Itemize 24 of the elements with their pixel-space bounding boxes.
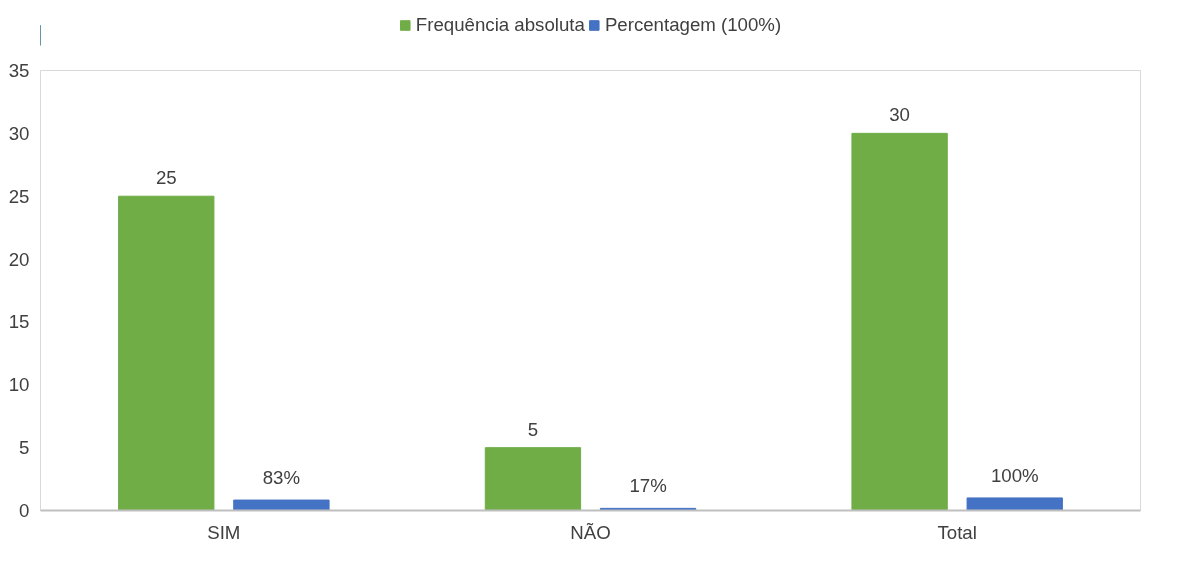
bar bbox=[851, 132, 948, 511]
y-tick-label: 10 bbox=[8, 374, 30, 396]
data-label: 30 bbox=[889, 104, 910, 126]
bar bbox=[233, 499, 330, 511]
legend-label: Percentagem (100%) bbox=[604, 14, 782, 36]
bar bbox=[118, 195, 215, 511]
data-label: 5 bbox=[527, 418, 539, 440]
legend-label: Frequência absoluta bbox=[415, 14, 585, 36]
x-tick-label: Total bbox=[937, 521, 977, 543]
y-tick-label: 0 bbox=[19, 500, 30, 521]
x-tick-label: NÃO bbox=[570, 521, 611, 543]
y-tick-label: 30 bbox=[8, 122, 30, 144]
y-tick-label: 25 bbox=[8, 185, 30, 207]
data-label: 17% bbox=[629, 475, 667, 497]
bar bbox=[966, 497, 1063, 511]
y-tick-label: 5 bbox=[19, 437, 30, 459]
data-label: 25 bbox=[155, 167, 177, 189]
bar bbox=[484, 447, 582, 511]
y-tick-label: 20 bbox=[8, 248, 30, 270]
data-label: 100% bbox=[990, 464, 1039, 486]
y-tick-label: 35 bbox=[8, 60, 30, 81]
y-tick-label: 15 bbox=[8, 311, 30, 333]
data-label: 83% bbox=[262, 467, 301, 489]
x-tick-label: SIM bbox=[207, 521, 241, 543]
